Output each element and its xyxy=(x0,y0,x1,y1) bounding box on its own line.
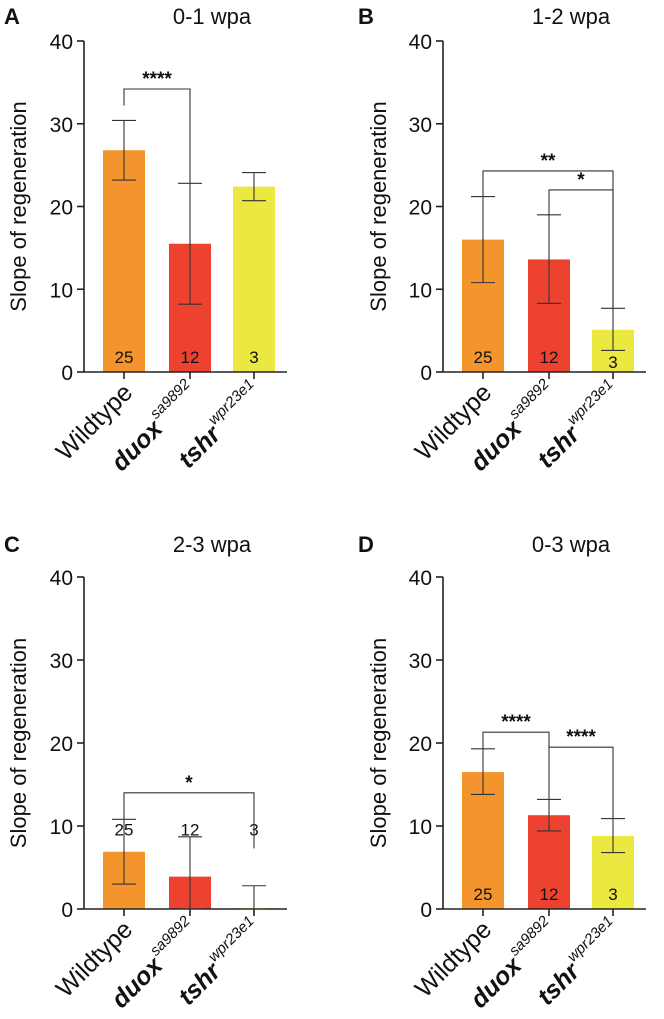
n-label: 25 xyxy=(115,348,134,367)
y-tick-label: 40 xyxy=(50,31,73,54)
y-tick-label: 20 xyxy=(409,733,432,756)
y-tick-label: 0 xyxy=(420,899,432,922)
y-tick-label: 10 xyxy=(409,816,432,839)
n-label: 3 xyxy=(608,885,617,904)
n-label: 12 xyxy=(540,885,559,904)
panel-a: A 0-1 wpa Slope of regeneration 0 10 20 30 40 25… xyxy=(4,4,287,477)
significance-bracket xyxy=(123,88,191,184)
y-tick-label: 40 xyxy=(50,567,73,590)
significance-bracket xyxy=(123,792,255,849)
y-axis-label: Slope of regeneration xyxy=(366,101,391,311)
bar-3 xyxy=(233,186,275,372)
n-label: 25 xyxy=(115,820,134,839)
y-tick-label: 10 xyxy=(409,279,432,302)
y-tick-label: 40 xyxy=(409,567,432,590)
n-label: 25 xyxy=(474,348,493,367)
y-tick-label: 10 xyxy=(50,816,73,839)
panel-letter: A xyxy=(4,4,20,29)
y-tick-label: 30 xyxy=(409,114,432,137)
y-tick-label: 30 xyxy=(50,114,73,137)
chart-title: 0-3 wpa xyxy=(532,532,611,557)
significance-bracket xyxy=(549,746,614,819)
y-tick-label: 0 xyxy=(61,899,73,922)
significance-bracket xyxy=(482,731,550,800)
n-label: 3 xyxy=(608,353,617,372)
n-label: 12 xyxy=(181,820,200,839)
panel-letter: C xyxy=(4,532,20,557)
y-axis-label: Slope of regeneration xyxy=(366,638,391,848)
significance-label: * xyxy=(577,170,585,191)
panel-letter: D xyxy=(358,532,374,557)
y-axis-label: Slope of regeneration xyxy=(6,638,31,848)
y-tick-label: 30 xyxy=(50,650,73,673)
y-tick-label: 20 xyxy=(50,733,73,756)
y-tick-label: 30 xyxy=(409,650,432,673)
y-tick-label: 10 xyxy=(50,279,73,302)
y-tick-label: 0 xyxy=(420,362,432,385)
significance-bracket xyxy=(548,189,614,309)
significance-label: **** xyxy=(142,69,172,90)
panel-letter: B xyxy=(358,4,374,29)
chart-title: 0-1 wpa xyxy=(173,4,252,29)
significance-label: ** xyxy=(541,151,556,172)
n-label: 12 xyxy=(181,348,200,367)
y-tick-label: 0 xyxy=(61,362,73,385)
panel-c: C 2-3 wpa Slope of regeneration 0 10 20 30 40 25… xyxy=(4,532,287,1014)
significance-label: **** xyxy=(501,712,531,733)
significance-label: **** xyxy=(566,727,596,748)
significance-label: * xyxy=(185,773,193,794)
n-label: 3 xyxy=(249,348,258,367)
chart-title: 1-2 wpa xyxy=(532,4,611,29)
panel-b: B 1-2 wpa Slope of regeneration 0 10 20 30 40 25… xyxy=(358,4,646,477)
y-tick-label: 40 xyxy=(409,31,432,54)
n-label: 12 xyxy=(540,348,559,367)
panel-d: D 0-3 wpa Slope of regeneration 0 10 20 30 40 25… xyxy=(358,532,646,1014)
y-tick-label: 20 xyxy=(50,197,73,220)
bar-1 xyxy=(103,150,145,372)
chart-title: 2-3 wpa xyxy=(173,532,252,557)
y-tick-label: 20 xyxy=(409,197,432,220)
n-label: 25 xyxy=(474,885,493,904)
y-axis-label: Slope of regeneration xyxy=(6,101,31,311)
